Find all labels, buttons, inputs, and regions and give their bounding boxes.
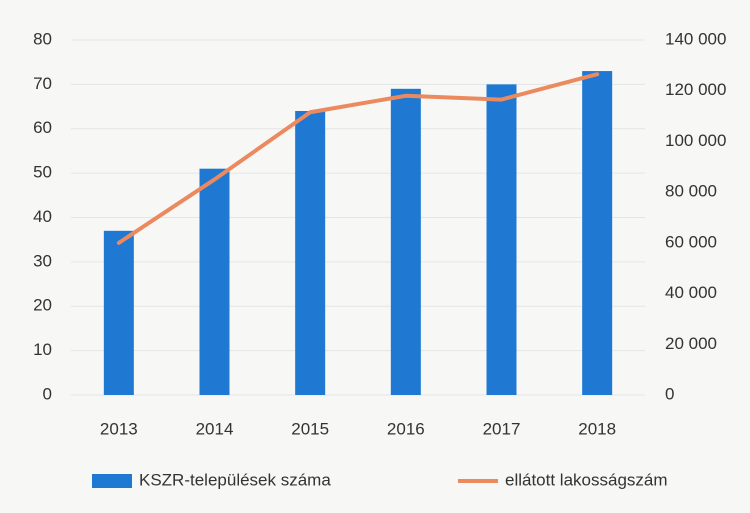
bar xyxy=(295,111,326,395)
bar xyxy=(103,230,134,395)
x-tick-label: 2013 xyxy=(100,419,138,438)
x-tick-label: 2014 xyxy=(196,419,234,438)
y-tick-label: 20 xyxy=(33,296,52,315)
y-tick-label: 40 xyxy=(33,207,52,226)
y2-tick-label: 60 000 xyxy=(665,232,717,251)
x-tick-label: 2017 xyxy=(483,419,521,438)
y2-tick-label: 0 xyxy=(665,384,674,403)
bar xyxy=(582,71,613,395)
y2-tick-label: 20 000 xyxy=(665,334,717,353)
y2-tick-label: 140 000 xyxy=(665,29,726,48)
y2-tick-label: 40 000 xyxy=(665,283,717,302)
bar xyxy=(390,88,421,395)
y2-tick-label: 100 000 xyxy=(665,131,726,150)
legend-label: ellátott lakosságszám xyxy=(505,470,668,489)
y-tick-label: 60 xyxy=(33,118,52,137)
y-tick-label: 80 xyxy=(33,29,52,48)
y2-tick-label: 120 000 xyxy=(665,80,726,99)
bar xyxy=(486,84,517,395)
y2-tick-label: 80 000 xyxy=(665,182,717,201)
y-tick-label: 0 xyxy=(43,384,52,403)
y-tick-label: 50 xyxy=(33,163,52,182)
x-tick-label: 2016 xyxy=(387,419,425,438)
bar xyxy=(199,168,230,395)
x-tick-label: 2015 xyxy=(291,419,329,438)
y-tick-label: 10 xyxy=(33,340,52,359)
y-tick-label: 70 xyxy=(33,74,52,93)
y-tick-label: 30 xyxy=(33,251,52,270)
legend-label: KSZR-települések száma xyxy=(139,470,331,489)
legend-swatch xyxy=(92,474,132,488)
line xyxy=(116,72,600,245)
x-tick-label: 2018 xyxy=(578,419,616,438)
